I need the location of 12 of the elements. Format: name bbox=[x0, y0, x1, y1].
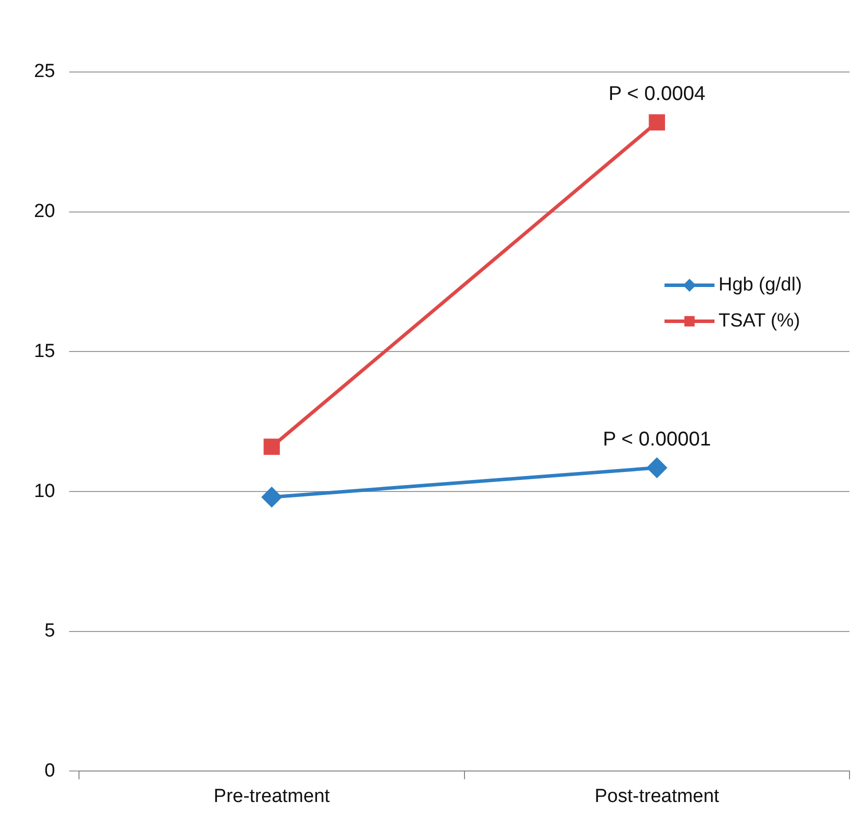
y-tick-label: 25 bbox=[34, 61, 56, 82]
y-tick-label: 0 bbox=[44, 760, 56, 782]
y-tick-label: 15 bbox=[34, 340, 56, 362]
y-tick-label: 10 bbox=[34, 480, 56, 502]
annotation: P < 0.0004 bbox=[608, 82, 706, 105]
x-tick-label: Pre-treatment bbox=[214, 786, 331, 807]
annotation: P < 0.00001 bbox=[602, 428, 711, 450]
y-tick-label: 5 bbox=[44, 620, 56, 642]
x-tick-label: Post-treatment bbox=[594, 786, 720, 807]
legend-label: Hgb (g/dl) bbox=[718, 274, 802, 296]
y-tick-label: 20 bbox=[34, 201, 56, 222]
legend-label: TSAT (%) bbox=[718, 310, 800, 332]
